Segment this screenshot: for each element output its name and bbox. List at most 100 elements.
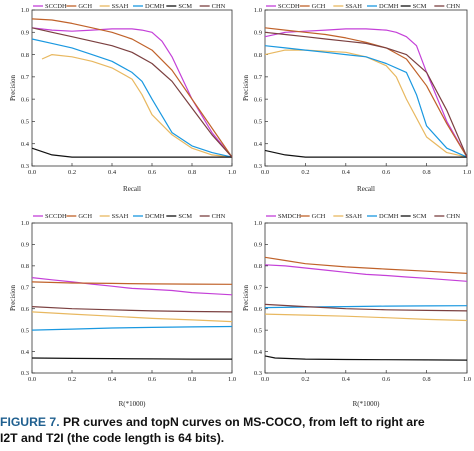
legend-label-sccdh: SCCDH xyxy=(45,213,67,220)
x-tick-label: 0.0 xyxy=(28,376,36,383)
legend-label-scm: SCM xyxy=(413,213,427,220)
legend-label-dcmh: DCMH xyxy=(145,213,165,220)
y-tick-label: 0.8 xyxy=(254,263,262,270)
series-line-gch xyxy=(264,27,468,158)
plot-frame xyxy=(264,9,468,167)
y-tick-label: 1.0 xyxy=(254,7,262,14)
x-tick-label: 0.8 xyxy=(423,376,431,383)
x-tick-label: 0.0 xyxy=(261,376,269,383)
series-line-scm xyxy=(31,147,232,158)
x-axis-label: Recall xyxy=(123,185,141,193)
legend: SCCDH GCH SSAH DCMH SCM CHN xyxy=(266,3,460,10)
x-tick-label: 0.8 xyxy=(188,376,196,383)
legend-label-dcmh: DCMH xyxy=(379,3,399,10)
y-tick-label: 0.7 xyxy=(21,284,30,291)
series-line-sccdh xyxy=(31,277,233,296)
legend-label-ssah: SSAH xyxy=(345,3,362,10)
legend-label-scm: SCM xyxy=(413,3,427,10)
y-tick-label: 0.4 xyxy=(21,141,30,148)
series-line-dcmh xyxy=(31,325,233,331)
chart-panel-pr-i2t: 0.3 0.4 0.5 0.6 0.7 0.8 0.9 1.0 0.0 0.2 0.4 0.6 0.8 1… xyxy=(9,3,236,193)
chart-panel-topn-t2i: 0.3 0.4 0.5 0.6 0.7 0.8 0.9 1.0 0.0 0.2 0.4 0.6 0.8 1… xyxy=(242,213,471,408)
series-line-chn xyxy=(264,303,468,312)
plot-frame xyxy=(31,222,233,374)
series-line-smdch xyxy=(264,264,468,282)
y-tick-label: 0.4 xyxy=(254,141,263,148)
series-line-scm xyxy=(31,357,232,360)
series-line-dcmh xyxy=(264,305,468,309)
x-tick-label: 0.4 xyxy=(108,376,117,383)
legend-label-sccdh: SCCDH xyxy=(278,3,300,10)
legend-label-ssah: SSAH xyxy=(112,213,129,220)
y-tick-label: 0.3 xyxy=(254,163,262,170)
figure-caption: FIGURE 7. PR curves and topN curves on M… xyxy=(0,414,474,446)
chart-panel-pr-t2i: 0.3 0.4 0.5 0.6 0.7 0.8 0.9 1.0 0.0 0.2 0.4 0.6 0.8 1… xyxy=(242,3,471,193)
x-tick-label: 0.0 xyxy=(261,169,269,176)
y-tick-label: 0.9 xyxy=(254,29,262,36)
y-tick-label: 0.5 xyxy=(21,119,29,126)
legend-label-chn: CHN xyxy=(446,3,460,10)
y-tick-label: 0.9 xyxy=(21,242,29,249)
series-line-ssah xyxy=(264,313,468,322)
x-tick-label: 0.6 xyxy=(382,169,391,176)
series-line-chn xyxy=(264,31,468,158)
series-line-dcmh xyxy=(264,45,468,158)
chart-panel-topn-i2t: 0.3 0.4 0.5 0.6 0.7 0.8 0.9 1.0 0.0 0.2 0.4 0.6 0.8 1… xyxy=(9,213,236,408)
x-tick-label: 0.2 xyxy=(68,169,76,176)
legend-label-chn: CHN xyxy=(446,213,460,220)
legend-label-smdch: SMDCH xyxy=(278,213,301,220)
y-tick-label: 0.4 xyxy=(254,349,263,356)
y-tick-label: 0.3 xyxy=(254,370,262,377)
y-tick-label: 0.9 xyxy=(21,29,29,36)
caption-line-2: I2T and T2I (the code length is 64 bits)… xyxy=(0,430,474,446)
series-line-gch xyxy=(31,18,233,158)
legend-label-dcmh: DCMH xyxy=(379,213,399,220)
legend-label-gch: GCH xyxy=(312,213,326,220)
legend: SCCDH GCH SSAH DCMH SCM CHN xyxy=(33,213,226,220)
y-tick-label: 0.6 xyxy=(21,96,30,103)
x-axis-label: R(*1000) xyxy=(353,400,381,408)
legend-label-gch: GCH xyxy=(78,213,92,220)
y-tick-label: 1.0 xyxy=(21,220,29,227)
series-line-scm xyxy=(264,355,468,361)
y-tick-label: 0.6 xyxy=(254,306,263,313)
x-tick-label: 0.4 xyxy=(342,169,351,176)
legend-label-chn: CHN xyxy=(212,3,226,10)
legend-label-scm: SCM xyxy=(178,3,192,10)
series-line-scm xyxy=(264,149,467,158)
legend-label-sccdh: SCCDH xyxy=(45,3,67,10)
caption-label: FIGURE 7. xyxy=(0,415,60,429)
x-tick-label: 1.0 xyxy=(463,169,471,176)
legend-label-gch: GCH xyxy=(78,3,92,10)
x-tick-label: 0.4 xyxy=(342,376,351,383)
x-tick-label: 0.8 xyxy=(188,169,196,176)
x-tick-label: 1.0 xyxy=(228,376,236,383)
legend-label-scm: SCM xyxy=(178,213,192,220)
y-axis-label: Precision xyxy=(9,284,17,311)
legend-label-dcmh: DCMH xyxy=(145,3,165,10)
x-axis-label: Recall xyxy=(357,185,375,193)
x-tick-label: 0.6 xyxy=(148,376,157,383)
y-tick-label: 0.7 xyxy=(21,74,30,81)
y-tick-label: 1.0 xyxy=(21,7,29,14)
legend-label-ssah: SSAH xyxy=(112,3,129,10)
series-line-ssah xyxy=(41,53,233,158)
plot-frame xyxy=(264,222,468,374)
y-tick-label: 0.5 xyxy=(254,327,262,334)
y-tick-label: 0.7 xyxy=(254,284,263,291)
x-axis-label: R(*1000) xyxy=(119,400,147,408)
x-tick-label: 0.4 xyxy=(108,169,117,176)
y-tick-label: 0.6 xyxy=(21,306,30,313)
series-line-dcmh xyxy=(31,38,233,158)
series-line-gch xyxy=(264,256,468,274)
series-line-gch xyxy=(31,281,233,285)
x-tick-label: 1.0 xyxy=(228,169,236,176)
y-axis-label: Precision xyxy=(242,284,250,311)
x-tick-label: 0.6 xyxy=(148,169,157,176)
legend: SCCDH GCH SSAH DCMH SCM CHN xyxy=(33,3,226,10)
x-tick-label: 0.0 xyxy=(28,169,36,176)
x-tick-label: 1.0 xyxy=(463,376,471,383)
y-tick-label: 0.6 xyxy=(254,96,263,103)
series-line-chn xyxy=(31,306,233,313)
